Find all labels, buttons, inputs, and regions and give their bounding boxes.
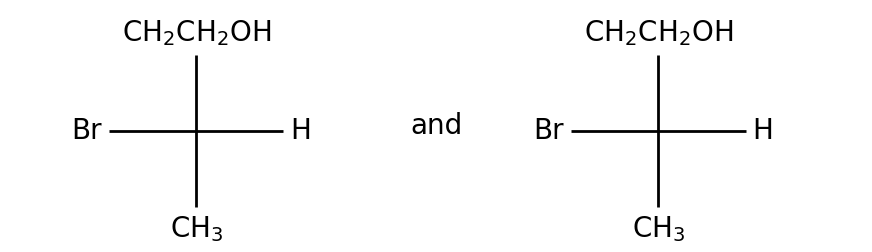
Text: $\mathregular{CH_2CH_2OH}$: $\mathregular{CH_2CH_2OH}$ [583,18,733,48]
Text: $\mathregular{CH_3}$: $\mathregular{CH_3}$ [169,214,223,244]
Text: H: H [290,117,311,145]
Text: $\mathregular{CH_2CH_2OH}$: $\mathregular{CH_2CH_2OH}$ [121,18,271,48]
Text: Br: Br [72,117,102,145]
Text: H: H [753,117,773,145]
Text: $\mathregular{CH_3}$: $\mathregular{CH_3}$ [631,214,685,244]
Text: Br: Br [534,117,564,145]
Text: and: and [410,112,462,140]
